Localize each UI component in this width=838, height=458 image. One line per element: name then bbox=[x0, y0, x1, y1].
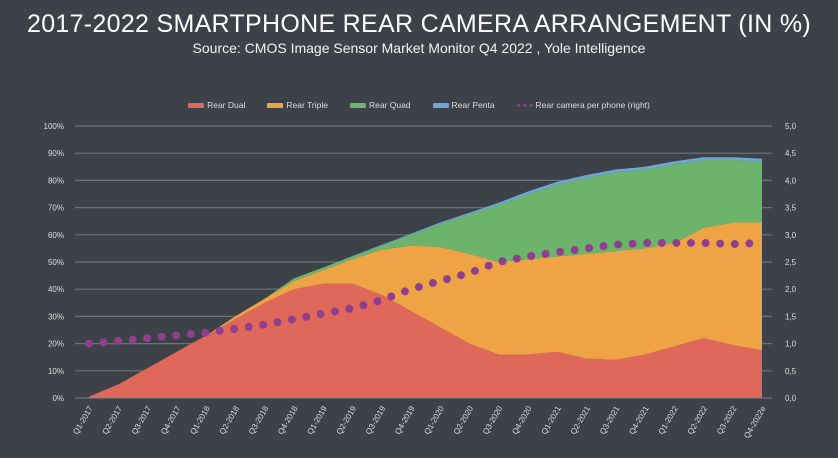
y-left-tick-label: 20% bbox=[48, 340, 64, 349]
y-right-tick-label: 0,5 bbox=[785, 367, 797, 376]
x-tick-label: Q3-2020 bbox=[481, 404, 505, 436]
area-rear-quad bbox=[89, 160, 762, 397]
y-left-tick-label: 10% bbox=[48, 367, 64, 376]
y-right-tick-label: 2,0 bbox=[785, 285, 797, 294]
y-right-tick-label: 3,5 bbox=[785, 204, 797, 213]
x-tick-label: Q3-2022 bbox=[715, 404, 739, 436]
legend-item: Rear camera per phone (right) bbox=[516, 100, 650, 110]
x-tick-label: Q4-2022e bbox=[742, 404, 768, 440]
x-tick-label: Q4-2020 bbox=[510, 404, 534, 436]
y-right-tick-label: 1,0 bbox=[785, 340, 797, 349]
x-tick-label: Q2-2019 bbox=[335, 404, 359, 436]
y-right-tick-label: 3,0 bbox=[785, 231, 797, 240]
y-right-tick-label: 4,0 bbox=[785, 176, 797, 185]
legend-item: Rear Triple bbox=[267, 100, 328, 110]
x-tick-label: Q1-2019 bbox=[305, 404, 329, 436]
y-left-tick-label: 80% bbox=[48, 176, 64, 185]
legend-swatch bbox=[349, 102, 366, 108]
x-tick-label: Q3-2017 bbox=[130, 404, 154, 436]
legend-label: Rear Quad bbox=[368, 100, 411, 110]
area-rear-dual bbox=[89, 283, 762, 398]
x-tick-label: Q3-2018 bbox=[247, 404, 271, 436]
line-rear-camera-per-phone bbox=[85, 238, 766, 348]
y-left-tick-label: 30% bbox=[48, 312, 64, 321]
legend-item: Rear Dual bbox=[188, 100, 245, 110]
y-left-tick-label: 0% bbox=[52, 394, 64, 403]
legend-swatch bbox=[432, 102, 449, 108]
x-tick-label: Q1-2021 bbox=[540, 404, 564, 436]
legend: Rear Dual Rear Triple Rear Quad Rear Penta R… bbox=[0, 100, 838, 110]
x-tick-label: Q3-2019 bbox=[364, 404, 388, 436]
y-left-tick-label: 100% bbox=[44, 122, 64, 131]
x-tick-label: Q4-2017 bbox=[159, 404, 183, 436]
x-tick-label: Q4-2019 bbox=[393, 404, 417, 436]
legend-item: Rear Quad bbox=[349, 100, 411, 110]
chart-title: 2017-2022 SMARTPHONE REAR CAMERA ARRANGE… bbox=[26, 10, 812, 38]
x-tick-label: Q2-2021 bbox=[569, 404, 593, 436]
x-tick-label: Q2-2017 bbox=[101, 404, 125, 436]
legend-dots-swatch bbox=[516, 103, 533, 108]
y-right-tick-label: 2,5 bbox=[785, 258, 797, 267]
legend-label: Rear Triple bbox=[286, 100, 328, 110]
x-tick-label: Q2-2022 bbox=[686, 404, 710, 436]
legend-swatch bbox=[188, 102, 205, 108]
x-tick-label: Q2-2018 bbox=[218, 404, 242, 436]
chart-subtitle: Source: CMOS Image Sensor Market Monitor… bbox=[192, 40, 646, 56]
y-right-tick-label: 5,0 bbox=[785, 122, 797, 131]
x-tick-label: Q3-2021 bbox=[598, 404, 622, 436]
x-tick-label: Q4-2018 bbox=[276, 404, 300, 436]
x-tick-label: Q1-2022 bbox=[657, 404, 681, 436]
y-right-tick-label: 0,0 bbox=[785, 394, 797, 403]
y-right-tick-label: 1,5 bbox=[785, 312, 797, 321]
area-rear-triple bbox=[89, 222, 762, 397]
x-tick-label: Q4-2021 bbox=[627, 404, 651, 436]
y-left-tick-label: 90% bbox=[48, 149, 64, 158]
y-left-tick-label: 70% bbox=[48, 204, 64, 213]
x-tick-label: Q1-2017 bbox=[71, 404, 95, 436]
legend-swatch bbox=[267, 102, 284, 108]
legend-label: Rear Dual bbox=[207, 100, 246, 110]
legend-label: Rear Penta bbox=[451, 100, 495, 110]
x-tick-label: Q1-2020 bbox=[422, 404, 446, 436]
x-tick-label: Q1-2018 bbox=[188, 404, 212, 436]
y-left-tick-label: 60% bbox=[48, 231, 64, 240]
y-right-tick-label: 4,5 bbox=[785, 149, 797, 158]
x-tick-label: Q2-2020 bbox=[452, 404, 476, 436]
y-left-tick-label: 40% bbox=[48, 285, 64, 294]
legend-label: Rear camera per phone (right) bbox=[535, 100, 650, 110]
legend-item: Rear Penta bbox=[432, 100, 495, 110]
y-left-tick-label: 50% bbox=[48, 258, 64, 267]
